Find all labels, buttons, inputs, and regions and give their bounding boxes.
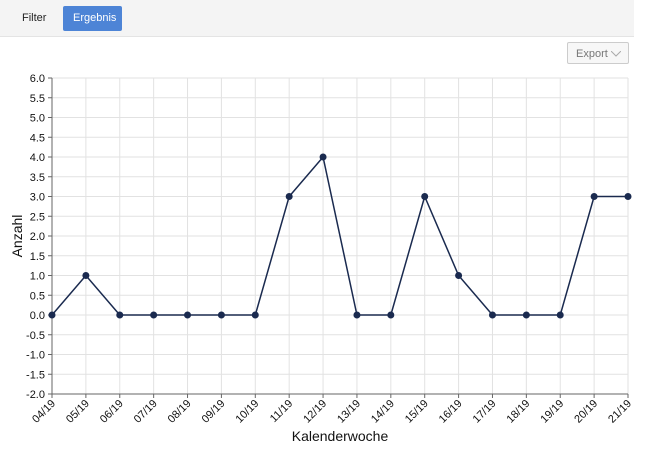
y-tick-label: 2.5 bbox=[30, 211, 45, 223]
y-axis-label: Anzahl bbox=[9, 215, 25, 258]
point bbox=[624, 193, 632, 200]
y-tick-label: 1.0 bbox=[30, 271, 45, 283]
x-tick-label: 18/19 bbox=[505, 398, 533, 426]
x-tick-label: 08/19 bbox=[166, 398, 194, 426]
x-tick-label: 04/19 bbox=[30, 398, 58, 426]
y-tick-label: 0.5 bbox=[30, 290, 45, 302]
point bbox=[150, 311, 158, 319]
export-button[interactable]: Export bbox=[567, 42, 629, 64]
x-tick-label: 15/19 bbox=[403, 398, 431, 426]
y-tick-label: -2.0 bbox=[26, 389, 45, 401]
x-tick-label: 16/19 bbox=[437, 398, 465, 426]
point bbox=[319, 153, 327, 161]
y-tick-label: 3.5 bbox=[30, 172, 45, 184]
x-tick-label: 17/19 bbox=[471, 398, 499, 426]
point bbox=[116, 311, 124, 319]
line bbox=[51, 155, 628, 316]
y-tick-label: -0.5 bbox=[26, 330, 45, 342]
x-tick-label: 05/19 bbox=[64, 398, 92, 426]
point bbox=[421, 193, 429, 200]
point bbox=[285, 193, 293, 200]
chevron bbox=[611, 51, 621, 57]
x-tick-label: 06/19 bbox=[98, 398, 126, 426]
x-tick-label: 14/19 bbox=[369, 398, 397, 426]
x-tick-label: 09/19 bbox=[200, 398, 228, 426]
tab-bar: Filter Ergebnis bbox=[0, 0, 634, 37]
point bbox=[48, 311, 56, 319]
y-tick-label: 4.0 bbox=[30, 152, 45, 164]
x-tick-label: 20/19 bbox=[572, 398, 600, 426]
point bbox=[251, 311, 259, 319]
y-tick-label: 6.0 bbox=[30, 73, 45, 85]
y-tick-label: 2.0 bbox=[30, 231, 45, 243]
y-tick-label: -1.0 bbox=[26, 350, 45, 362]
export-label: Export bbox=[576, 48, 608, 60]
x-tick-label: 11/19 bbox=[268, 398, 295, 425]
y-tick-label: 5.0 bbox=[30, 113, 45, 125]
x-axis-label: Kalenderwoche bbox=[292, 428, 389, 444]
x-tick-label: 21/19 bbox=[606, 398, 634, 426]
y-tick-label: -1.5 bbox=[26, 369, 45, 381]
x-tick-label: 13/19 bbox=[335, 398, 363, 426]
point bbox=[217, 311, 225, 319]
tab-active[interactable]: Ergebnis bbox=[63, 6, 122, 31]
point bbox=[556, 311, 564, 319]
y-tick-label: 5.5 bbox=[30, 93, 45, 105]
point bbox=[590, 193, 598, 200]
point bbox=[184, 311, 192, 319]
x-tick-label: 19/19 bbox=[538, 398, 566, 426]
y-tick-label: 0.0 bbox=[30, 310, 45, 322]
point bbox=[488, 311, 496, 319]
point bbox=[522, 311, 530, 319]
x-tick-label: 10/19 bbox=[233, 398, 261, 426]
y-tick-label: 1.5 bbox=[30, 251, 45, 263]
x-tick-label: 12/19 bbox=[301, 398, 329, 426]
tab[interactable]: Filter bbox=[22, 12, 47, 24]
point bbox=[455, 272, 463, 279]
point bbox=[387, 311, 395, 319]
y-tick-label: 3.0 bbox=[30, 192, 45, 204]
point bbox=[353, 311, 361, 319]
point bbox=[82, 272, 90, 279]
x-tick-label: 07/19 bbox=[132, 398, 160, 426]
y-tick-label: 4.5 bbox=[30, 132, 45, 144]
